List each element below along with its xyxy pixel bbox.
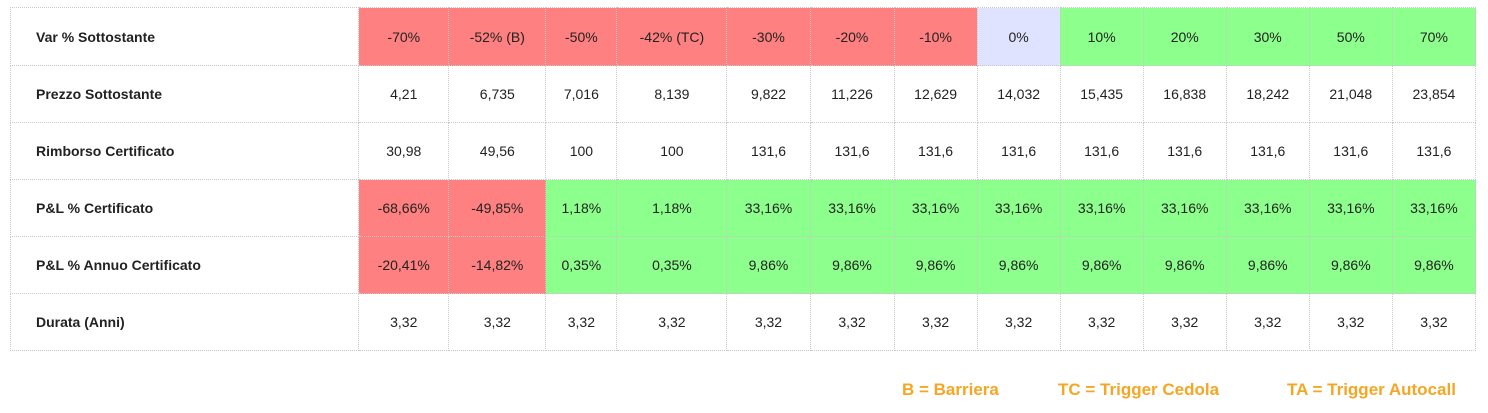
legend-barriera: B = Barriera — [902, 380, 999, 399]
table-cell: 3,32 — [1391, 293, 1477, 351]
table-cell: 12,629 — [893, 65, 978, 123]
table-cell: 9,86% — [976, 236, 1061, 294]
table-cell: -20,41% — [358, 236, 450, 294]
row-label: Durata (Anni) — [9, 293, 360, 351]
table-cell: 131,6 — [1308, 122, 1393, 180]
table-cell: 0% — [976, 7, 1061, 66]
table-cell: 9,86% — [1142, 236, 1227, 294]
table-cell: 3,32 — [1142, 293, 1227, 351]
table-row: Durata (Anni) 3,32 3,32 3,32 3,32 3,32 3,32 3,3… — [9, 293, 1477, 351]
table-cell: 6,735 — [448, 65, 547, 123]
table-cell: 1,18% — [545, 179, 618, 237]
table-row: Rimborso Certificato 30,98 49,56 100 100 131,… — [9, 122, 1477, 180]
table-cell: 33,16% — [1391, 179, 1477, 237]
table-cell: 131,6 — [726, 122, 811, 180]
table-cell: 4,21 — [358, 65, 450, 123]
table-cell: 3,32 — [616, 293, 728, 351]
table-cell: 15,435 — [1059, 65, 1144, 123]
table-cell: 20% — [1142, 7, 1227, 66]
table-cell: 131,6 — [1391, 122, 1477, 180]
table-cell: 3,32 — [976, 293, 1061, 351]
table-cell: 33,16% — [1308, 179, 1393, 237]
table-cell: 33,16% — [976, 179, 1061, 237]
table-cell: 33,16% — [1059, 179, 1144, 237]
scenario-table-body: Var % Sottostante -70% -52% (B) -50% -42% (T… — [9, 7, 1477, 351]
table-row: Var % Sottostante -70% -52% (B) -50% -42% (T… — [9, 7, 1477, 66]
table-cell: 131,6 — [809, 122, 895, 180]
table-cell: 0,35% — [545, 236, 618, 294]
table-cell: 11,226 — [809, 65, 895, 123]
legend-trigger-cedola: TC = Trigger Cedola — [1058, 380, 1220, 399]
row-label: Rimborso Certificato — [9, 122, 360, 180]
table-cell: 70% — [1391, 7, 1477, 66]
table-cell: 30,98 — [358, 122, 450, 180]
table-cell: 18,242 — [1225, 65, 1310, 123]
table-cell: 9,86% — [726, 236, 811, 294]
table-cell: 33,16% — [726, 179, 811, 237]
table-row: P&L % Certificato -68,66% -49,85% 1,18% 1,18… — [9, 179, 1477, 237]
table-cell: 131,6 — [893, 122, 978, 180]
table-cell: 21,048 — [1308, 65, 1393, 123]
table-cell: 8,139 — [616, 65, 728, 123]
table-cell: 100 — [616, 122, 728, 180]
table-cell: 131,6 — [1142, 122, 1227, 180]
table-cell: -52% (B) — [448, 7, 547, 66]
table-cell: -14,82% — [448, 236, 547, 294]
table-cell: 33,16% — [809, 179, 895, 237]
table-cell: 131,6 — [1059, 122, 1144, 180]
table-cell: 23,854 — [1391, 65, 1477, 123]
table-cell: 100 — [545, 122, 618, 180]
table-cell: 3,32 — [726, 293, 811, 351]
table-row: P&L % Annuo Certificato -20,41% -14,82% 0,3… — [9, 236, 1477, 294]
table-row: Prezzo Sottostante 4,21 6,735 7,016 8,139 9,8… — [9, 65, 1477, 123]
table-cell: 9,822 — [726, 65, 811, 123]
table-cell: -20% — [809, 7, 895, 66]
table-cell: -70% — [358, 7, 450, 66]
table-cell: -68,66% — [358, 179, 450, 237]
table-cell: -50% — [545, 7, 618, 66]
table-cell: 33,16% — [1142, 179, 1227, 237]
table-cell: 3,32 — [809, 293, 895, 351]
table-cell: 9,86% — [893, 236, 978, 294]
legend-trigger-autocall: TA = Trigger Autocall — [1287, 380, 1456, 399]
table-cell: 9,86% — [1308, 236, 1393, 294]
table-cell: 9,86% — [809, 236, 895, 294]
table-cell: 10% — [1059, 7, 1144, 66]
table-cell: 30% — [1225, 7, 1310, 66]
table-cell: -30% — [726, 7, 811, 66]
table-cell: 3,32 — [448, 293, 547, 351]
table-cell: 33,16% — [893, 179, 978, 237]
table-cell: 3,32 — [358, 293, 450, 351]
table-cell: 131,6 — [1225, 122, 1310, 180]
table-cell: 9,86% — [1391, 236, 1477, 294]
table-cell: -10% — [893, 7, 978, 66]
table-cell: 3,32 — [545, 293, 618, 351]
table-cell: 3,32 — [893, 293, 978, 351]
table-cell: -49,85% — [448, 179, 547, 237]
table-cell: 50% — [1308, 7, 1393, 66]
table-cell: 3,32 — [1059, 293, 1144, 351]
table-cell: 33,16% — [1225, 179, 1310, 237]
table-cell: 9,86% — [1225, 236, 1310, 294]
table-cell: 49,56 — [448, 122, 547, 180]
row-label: P&L % Annuo Certificato — [9, 236, 360, 294]
table-cell: 16,838 — [1142, 65, 1227, 123]
table-cell: 9,86% — [1059, 236, 1144, 294]
table-cell: 7,016 — [545, 65, 618, 123]
table-cell: 0,35% — [616, 236, 728, 294]
table-cell: -42% (TC) — [616, 7, 728, 66]
table-cell: 3,32 — [1308, 293, 1393, 351]
table-cell: 1,18% — [616, 179, 728, 237]
scenario-table: Var % Sottostante -70% -52% (B) -50% -42% (T… — [9, 7, 1477, 351]
table-cell: 14,032 — [976, 65, 1061, 123]
table-cell: 3,32 — [1225, 293, 1310, 351]
table-cell: 131,6 — [976, 122, 1061, 180]
row-label: Prezzo Sottostante — [9, 65, 360, 123]
row-label: P&L % Certificato — [9, 179, 360, 237]
row-label: Var % Sottostante — [9, 7, 360, 66]
